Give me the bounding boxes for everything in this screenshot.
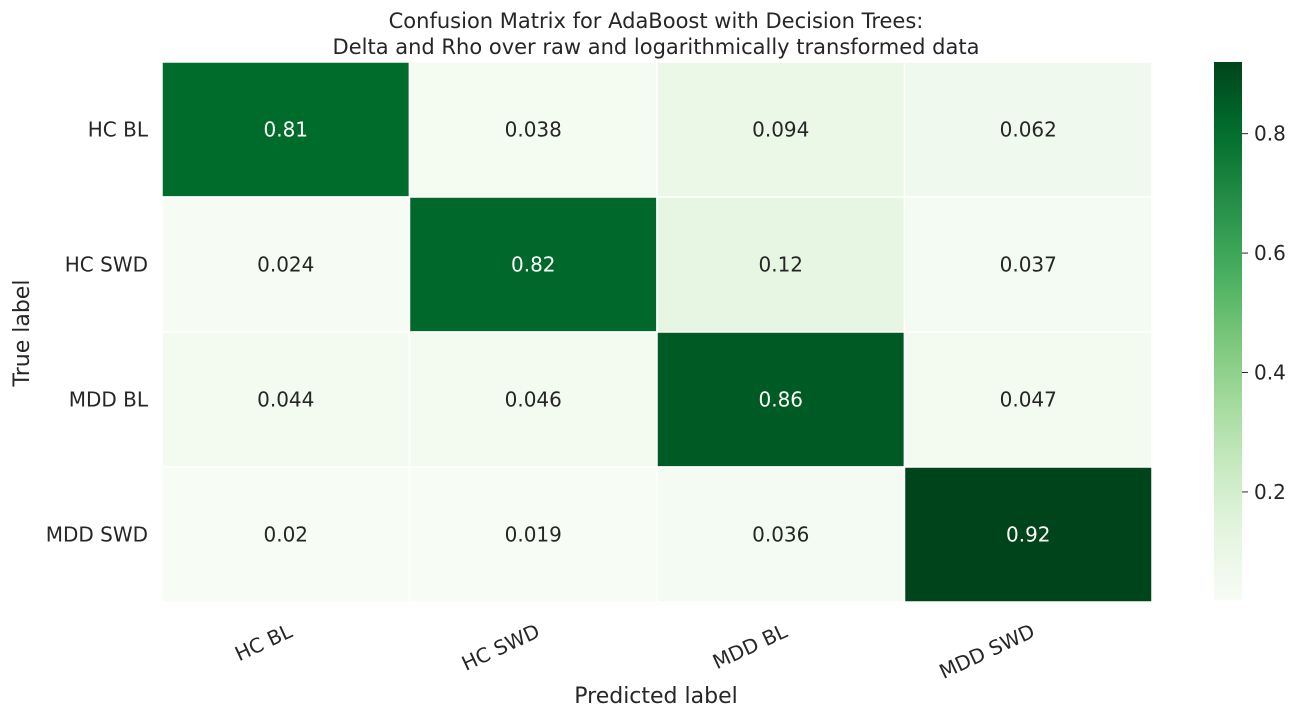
y-axis-label: True label	[10, 280, 35, 388]
x-tick-label: HC SWD	[458, 619, 544, 676]
heatmap-cells	[161, 61, 1153, 603]
cell-value-label: 0.046	[505, 388, 562, 412]
x-tick-label: HC BL	[231, 618, 297, 666]
x-tick-label: MDD SWD	[936, 619, 1039, 684]
heatmap-cell	[161, 196, 411, 333]
cell-value-label: 0.062	[1000, 118, 1057, 142]
heatmap-cell	[903, 61, 1153, 198]
cell-value-label: 0.92	[1006, 523, 1051, 547]
cell-value-label: 0.094	[752, 118, 809, 142]
heatmap-cell-labels: 0.81 0.038 0.094 0.062 0.024 0.82 0.12 0.037 0.0…	[257, 118, 1057, 547]
heatmap-cell	[408, 466, 658, 603]
heatmap-cell	[408, 331, 658, 468]
colorbar-tick-label: 0.2	[1254, 480, 1286, 504]
heatmap-cell	[656, 466, 906, 603]
heatmap-cell	[903, 196, 1153, 333]
cell-value-label: 0.019	[505, 523, 562, 547]
cell-value-label: 0.037	[1000, 253, 1057, 277]
y-tick-label: MDD SWD	[46, 523, 148, 547]
cell-value-label: 0.036	[752, 523, 809, 547]
colorbar-tick-label: 0.4	[1254, 360, 1286, 384]
heatmap-cell	[408, 196, 658, 333]
colorbar: 0.2 0.4 0.6 0.8	[1214, 62, 1286, 600]
heatmap-cell	[161, 61, 411, 198]
colorbar-tick-label: 0.6	[1254, 241, 1286, 265]
cell-value-label: 0.024	[257, 253, 314, 277]
colorbar-tick-label: 0.8	[1254, 122, 1286, 146]
x-tick-label: MDD BL	[709, 618, 792, 674]
cell-value-label: 0.12	[758, 253, 803, 277]
cell-value-label: 0.82	[511, 253, 556, 277]
y-tick-labels: HC BL HC SWD MDD BL MDD SWD	[46, 118, 149, 547]
heatmap-cell	[903, 331, 1153, 468]
x-tick-labels: HC BL HC SWD MDD BL MDD SWD	[231, 618, 1038, 683]
cell-value-label: 0.86	[758, 388, 803, 412]
heatmap-cell	[408, 61, 658, 198]
heatmap-cell	[656, 61, 906, 198]
chart-title-line-1: Confusion Matrix for AdaBoost with Decis…	[389, 9, 924, 33]
cell-value-label: 0.044	[257, 388, 314, 412]
y-tick-label: HC SWD	[65, 253, 148, 277]
cell-value-label: 0.047	[1000, 388, 1057, 412]
chart-title-line-2: Delta and Rho over raw and logarithmical…	[333, 35, 980, 59]
chart-title: Confusion Matrix for AdaBoost with Decis…	[333, 9, 980, 59]
x-axis-label: Predicted label	[574, 684, 737, 709]
y-tick-label: MDD BL	[69, 388, 149, 412]
cell-value-label: 0.81	[263, 118, 308, 142]
cell-value-label: 0.02	[263, 523, 308, 547]
heatmap-cell	[903, 466, 1153, 603]
colorbar-gradient-bar	[1214, 62, 1242, 600]
heatmap-cell	[161, 466, 411, 603]
cell-value-label: 0.038	[505, 118, 562, 142]
y-tick-label: HC BL	[88, 118, 149, 142]
